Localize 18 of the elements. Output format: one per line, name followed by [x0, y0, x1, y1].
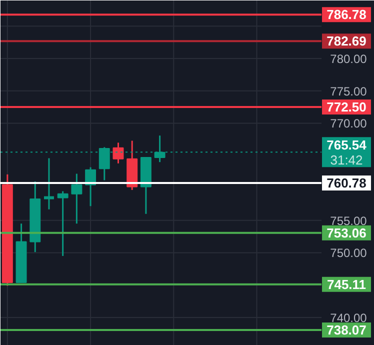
y-tick-label: 780.00: [330, 52, 368, 66]
ref-line-label: 782.69: [326, 34, 366, 49]
ref-line-label: 760.78: [326, 175, 366, 190]
ref-line-label: 772.50: [326, 100, 366, 115]
ref-line-label: 738.07: [326, 322, 366, 338]
candlestick: [57, 190, 68, 257]
y-tick-label: 750.00: [330, 246, 368, 260]
y-tick-label: 740.00: [330, 310, 368, 325]
annotation: 31:42: [330, 152, 363, 168]
candlestick: [71, 172, 82, 224]
ref-line-label: 786.78: [326, 7, 366, 22]
candlestick: [112, 142, 124, 164]
ref-line-label: 753.06: [326, 225, 366, 240]
ref-line-label: 765.54: [326, 138, 368, 153]
y-tick-label: 775.00: [330, 84, 368, 98]
y-tick-label: 770.00: [330, 116, 368, 131]
y-tick-label: 755.00: [330, 214, 368, 228]
ref-line-label: 745.11: [326, 276, 366, 292]
